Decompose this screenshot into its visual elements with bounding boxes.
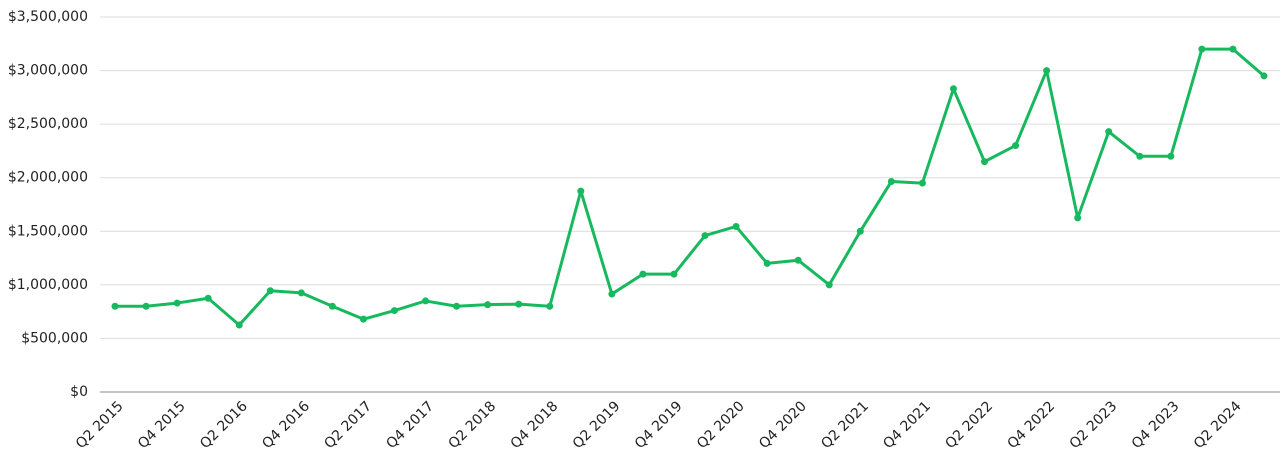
x-tick-label: Q4 2020 — [756, 398, 810, 452]
point — [1136, 152, 1144, 160]
point — [1012, 142, 1020, 150]
point — [825, 281, 833, 289]
x-tick-label: Q2 2018 — [446, 398, 500, 452]
x-tick-label: Q2 2022 — [942, 398, 996, 452]
x-tick-label: Q4 2016 — [259, 398, 313, 452]
point — [515, 300, 523, 308]
x-tick-label: Q4 2017 — [383, 398, 437, 452]
x-tick-label: Q2 2015 — [73, 398, 127, 452]
point — [422, 297, 430, 305]
point — [763, 259, 771, 267]
line — [115, 47, 1265, 327]
y-tick-label: $3,000,000 — [8, 63, 88, 79]
point — [1229, 45, 1237, 53]
point — [794, 256, 802, 264]
y-tick-label: $0 — [70, 384, 88, 400]
y-tick-label: $2,500,000 — [8, 116, 88, 132]
point — [546, 302, 554, 310]
point — [670, 270, 678, 278]
point — [1074, 214, 1082, 222]
point — [1043, 67, 1051, 75]
point — [701, 232, 709, 240]
point — [328, 302, 336, 310]
x-tick-label: Q2 2021 — [818, 398, 872, 452]
x-tick-label: Q2 2023 — [1067, 398, 1121, 452]
x-tick-label: Q4 2021 — [880, 398, 934, 452]
point — [297, 289, 305, 297]
point — [1105, 128, 1113, 136]
point — [639, 270, 647, 278]
point — [204, 294, 212, 302]
point — [266, 287, 274, 295]
point — [856, 227, 864, 235]
point — [173, 299, 181, 307]
x-tick-label: Q4 2022 — [1005, 398, 1059, 452]
point — [1260, 72, 1268, 80]
x-tick-label: Q2 2020 — [694, 398, 748, 452]
point — [918, 179, 926, 187]
y-tick-label: $500,000 — [21, 330, 88, 346]
y-tick-label: $1,500,000 — [8, 223, 88, 239]
y-tick-label: $1,000,000 — [8, 277, 88, 293]
point — [390, 307, 398, 315]
x-tick-label: Q4 2015 — [135, 398, 189, 452]
point — [949, 85, 957, 93]
x-tick-label: Q4 2018 — [508, 398, 562, 452]
point — [1198, 45, 1206, 53]
point — [981, 158, 989, 166]
point — [608, 290, 616, 298]
point — [1167, 152, 1175, 160]
point — [359, 315, 367, 323]
point — [235, 321, 243, 329]
point — [111, 302, 119, 310]
x-tick-label: Q2 2017 — [321, 398, 375, 452]
point — [887, 177, 895, 185]
x-tick-label: Q2 2016 — [197, 398, 251, 452]
point — [484, 301, 492, 309]
point — [453, 302, 461, 310]
x-tick-label: Q4 2019 — [632, 398, 686, 452]
point — [732, 222, 740, 230]
x-tick-label: Q2 2019 — [570, 398, 624, 452]
x-tick-label: Q4 2023 — [1129, 398, 1183, 452]
y-tick-label: $3,500,000 — [8, 9, 88, 25]
point — [577, 187, 585, 195]
point — [142, 302, 150, 310]
x-tick-label: Q2 2024 — [1191, 398, 1245, 452]
y-tick-label: $2,000,000 — [8, 170, 88, 186]
